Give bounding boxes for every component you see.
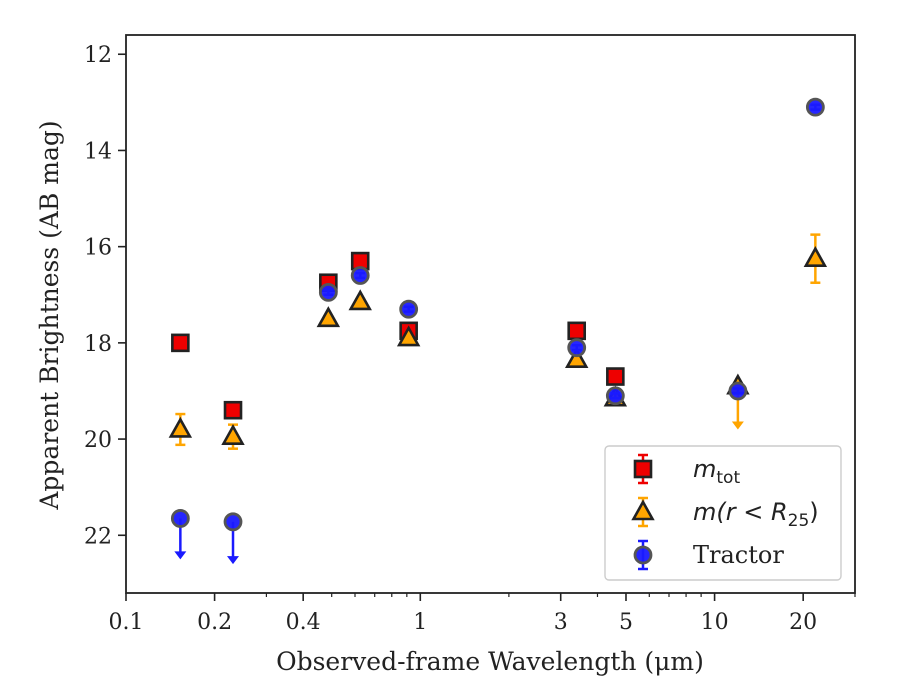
legend-label: mtot: [693, 455, 740, 488]
circle-marker-shape: [605, 386, 625, 406]
legend-box: [604, 445, 842, 581]
upper-limit-point: [223, 512, 243, 532]
x-tick-label: 5: [619, 610, 633, 635]
circle-marker-shape: [633, 545, 653, 565]
triangle-point: [348, 289, 372, 311]
x-tick-label: 10: [701, 610, 729, 635]
upper-limit-arrowhead: [174, 551, 187, 560]
x-tick-label: 0.2: [197, 610, 232, 635]
upper-limit-arrowhead: [731, 421, 744, 430]
circle-marker-shape: [567, 338, 587, 358]
circle-marker-shape: [805, 97, 825, 117]
triangle-point: [396, 325, 421, 347]
triangle-marker-shape: [348, 289, 372, 311]
y-tick-label: 20: [84, 428, 112, 453]
square-point: [223, 400, 243, 420]
circle-marker-shape: [728, 381, 748, 401]
triangle-marker-shape: [396, 325, 421, 347]
circle-marker-shape: [350, 266, 370, 285]
square-marker-shape: [223, 400, 243, 420]
series-m-tot: [171, 251, 625, 420]
legend-marker: [633, 459, 653, 479]
legend-entry-m-tot: mtot: [633, 453, 740, 488]
circle-point: [350, 266, 370, 285]
legend-label: Tractor: [693, 541, 784, 569]
y-tick-label: 12: [84, 43, 112, 68]
circle-point: [318, 282, 338, 302]
triangle-point: [803, 246, 828, 267]
circle-marker-shape: [223, 512, 243, 532]
triangle-marker-shape: [631, 499, 655, 521]
series-tractor: [170, 97, 825, 565]
triangle-point: [564, 347, 589, 368]
series-m-r-r25: [168, 233, 828, 450]
circle-point: [605, 386, 625, 406]
triangle-point: [316, 306, 341, 328]
square-marker-shape: [567, 321, 587, 341]
triangle-marker-shape: [221, 423, 245, 445]
triangle-point: [168, 416, 193, 438]
y-tick-label: 18: [84, 332, 112, 357]
legend: mtot m(r < R25) Tractor: [604, 445, 842, 581]
square-marker-shape: [633, 459, 653, 479]
legend-entry-m-r-r25: m(r < R25): [631, 496, 819, 531]
y-tick-label: 22: [84, 524, 112, 549]
square-point: [567, 321, 587, 341]
upper-limit-arrowhead: [227, 556, 240, 565]
y-axis-label: Apparent Brightness (AB mag): [35, 120, 64, 510]
x-tick-label: 0.1: [109, 610, 144, 635]
circle-marker-shape: [170, 509, 190, 528]
x-tick-label: 1: [413, 610, 427, 635]
triangle-point: [221, 423, 245, 445]
legend-entry-tractor: Tractor: [633, 539, 784, 571]
y-tick-label: 16: [84, 236, 112, 261]
legend-marker: [631, 499, 655, 521]
x-tick-label: 3: [554, 610, 568, 635]
x-tick-label: 20: [789, 610, 817, 635]
plot-area: [168, 97, 828, 565]
circle-point: [728, 381, 748, 401]
square-marker-shape: [171, 333, 190, 353]
triangle-marker-shape: [168, 416, 193, 438]
triangle-marker-shape: [564, 347, 589, 368]
circle-marker-shape: [318, 282, 338, 302]
square-point: [171, 333, 190, 353]
legend-marker: [633, 545, 653, 565]
square-marker-shape: [606, 367, 625, 386]
plot-frame: [125, 34, 856, 594]
y-tick-label: 14: [84, 139, 112, 164]
triangle-marker-shape: [803, 246, 828, 267]
circle-point: [805, 97, 825, 117]
circle-point: [399, 299, 419, 319]
axes: 0.1 0.2 0.4 1 3 5 10 20 12 14 16 18 20 22: [84, 34, 856, 635]
x-axis-label: Observed-frame Wavelength (μm): [276, 647, 704, 676]
triangle-marker-shape: [316, 306, 341, 328]
square-point: [606, 367, 625, 386]
x-tick-label: 0.4: [286, 610, 321, 635]
legend-label: m(r < R25): [693, 498, 819, 531]
circle-point: [567, 338, 587, 358]
upper-limit-point: [170, 509, 190, 528]
circle-marker-shape: [399, 299, 419, 319]
